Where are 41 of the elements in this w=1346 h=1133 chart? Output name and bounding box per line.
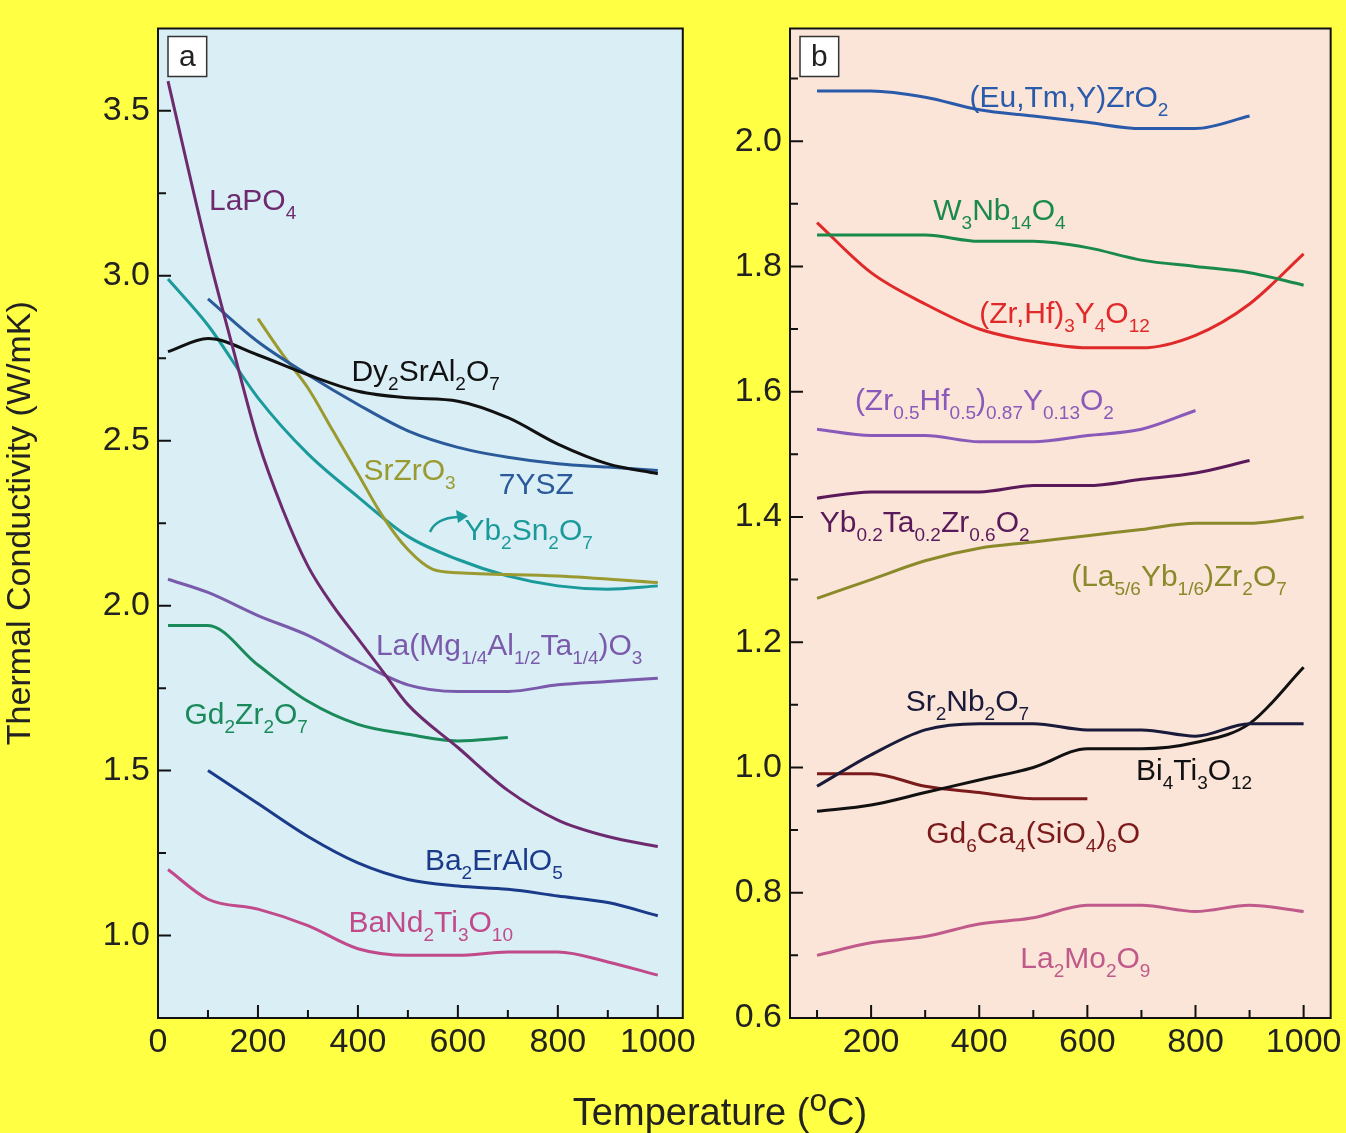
x-tick-label: 800 bbox=[529, 1020, 587, 1059]
y-tick-label: 1.4 bbox=[734, 495, 782, 534]
line-series bbox=[815, 665, 1306, 813]
y-tick-label: 0.6 bbox=[734, 996, 782, 1035]
line-series bbox=[166, 577, 660, 693]
x-tick-label: 800 bbox=[1167, 1020, 1224, 1059]
line-series bbox=[166, 277, 660, 591]
x-tick-label: 1000 bbox=[1265, 1020, 1342, 1059]
y-axis-title: Thermal Conductivity (W/mK) bbox=[0, 301, 37, 746]
x-tick-label: 600 bbox=[429, 1020, 487, 1059]
y-tick-label: 2.5 bbox=[102, 419, 150, 458]
chart-title: b bbox=[811, 38, 828, 72]
chart-title: a bbox=[179, 38, 196, 72]
line-series bbox=[166, 79, 660, 848]
x-tick-label: 0 bbox=[148, 1020, 168, 1059]
y-tick-label: 1.5 bbox=[102, 748, 150, 787]
x-axis-title: Temperature ($^{o}$C) bbox=[571, 1082, 869, 1133]
x-tick-label: 400 bbox=[950, 1020, 1008, 1059]
y-tick-label: 2.0 bbox=[734, 119, 782, 158]
line-series bbox=[166, 868, 660, 977]
y-tick-label: 0.8 bbox=[734, 871, 782, 910]
y-tick-label: 1.2 bbox=[734, 620, 782, 659]
x-tick-label: 600 bbox=[1059, 1020, 1116, 1059]
line-series bbox=[815, 772, 1089, 801]
y-tick-label: 1.6 bbox=[734, 370, 782, 409]
line-series bbox=[166, 623, 510, 743]
line-series bbox=[256, 317, 660, 585]
y-tick-label: 2.0 bbox=[102, 584, 150, 623]
x-tick-label: 400 bbox=[329, 1020, 387, 1059]
y-tick-label: 3.0 bbox=[102, 254, 150, 293]
series-label: 7YSZ bbox=[498, 466, 574, 500]
line-series bbox=[815, 722, 1306, 788]
line-series bbox=[815, 233, 1306, 287]
x-tick-label: 200 bbox=[842, 1020, 900, 1059]
x-tick-label: 1000 bbox=[619, 1020, 696, 1059]
y-tick-label: 3.5 bbox=[102, 89, 150, 128]
line-series bbox=[815, 459, 1252, 500]
x-tick-label: 200 bbox=[229, 1020, 287, 1059]
y-tick-label: 1.8 bbox=[734, 244, 782, 283]
y-tick-label: 1.0 bbox=[102, 913, 150, 952]
y-tick-label: 1.0 bbox=[734, 745, 782, 784]
